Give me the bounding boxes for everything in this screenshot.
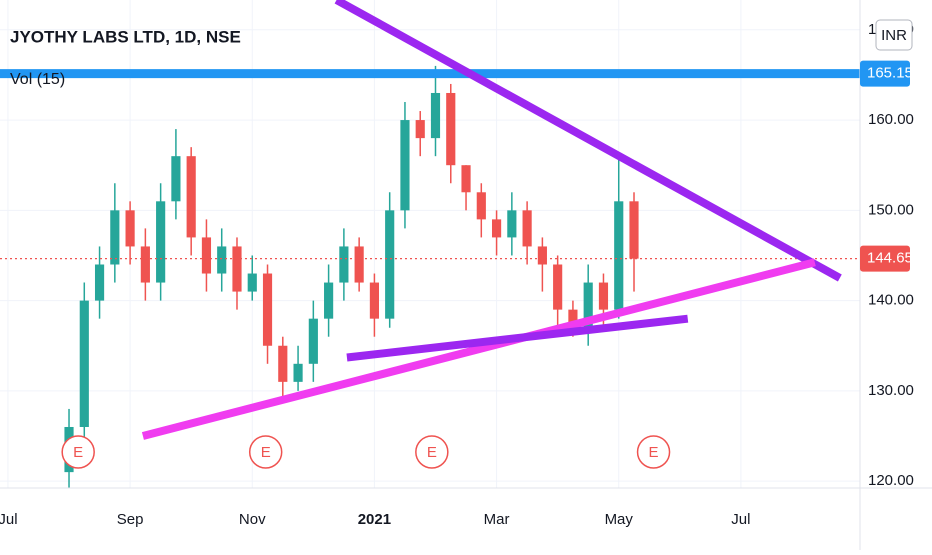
candle-body: [201, 237, 212, 274]
candle-body: [476, 192, 486, 220]
candle-body: [125, 210, 135, 247]
earnings-label: E: [261, 444, 271, 461]
candle-body: [79, 300, 89, 427]
chart-title: JYOTHY LABS LTD, 1D, NSE: [10, 27, 241, 46]
candle-body: [629, 201, 639, 259]
candle-body: [553, 264, 563, 310]
currency[interactable]: INR: [881, 27, 907, 44]
earnings-marker: [636, 435, 671, 469]
candle-body: [262, 273, 273, 346]
y-tick-label: 120.00: [868, 472, 914, 489]
candle-body: [94, 264, 105, 301]
earnings-marker: [61, 435, 95, 469]
trend-line: [334, 0, 842, 282]
earnings-label: E: [427, 444, 437, 461]
x-tick-label: 2021: [358, 511, 391, 528]
trend-line: [141, 258, 816, 440]
price-label-box: [860, 60, 910, 87]
earnings-marker: [415, 435, 449, 469]
candle-body: [140, 246, 150, 283]
candle-body: [400, 120, 410, 211]
earnings-label: E: [649, 444, 659, 461]
earnings-marker: [248, 435, 283, 469]
candle-body: [461, 165, 471, 193]
candle-body: [324, 282, 334, 319]
candle-body: [385, 210, 395, 319]
x-tick-label: Sep: [117, 511, 144, 528]
x-tick-label: Jul: [731, 511, 750, 528]
candle-body: [369, 282, 379, 319]
candle-body: [293, 363, 303, 382]
trend-line: [346, 314, 689, 362]
currency-box[interactable]: [875, 19, 913, 51]
candle-body: [614, 201, 624, 310]
x-tick-label: May: [605, 511, 634, 528]
candle-body: [186, 156, 196, 238]
candle-body: [156, 201, 166, 283]
price-label-box: [860, 245, 910, 272]
candle-body: [247, 273, 257, 292]
candle-body: [446, 92, 456, 166]
candle-body: [507, 210, 517, 238]
x-tick-label: Nov: [239, 511, 266, 528]
candle-body: [339, 246, 349, 283]
candle-body: [522, 210, 532, 247]
x-tick-label: Mar: [484, 511, 510, 528]
candle-body: [430, 92, 441, 139]
candle-body: [491, 219, 502, 238]
candle-body: [415, 120, 425, 139]
y-tick-label: 160.00: [868, 111, 914, 128]
plot-area: [0, 65, 860, 488]
candle-body: [354, 246, 364, 283]
candle-body: [217, 246, 227, 274]
candle-body: [232, 246, 242, 292]
y-tick-label: 150.00: [868, 201, 914, 218]
price-label: 144.65: [867, 250, 913, 267]
price-label: 165.15: [867, 65, 913, 82]
y-tick-label: 130.00: [868, 382, 914, 399]
y-tick-label: 140.00: [868, 292, 914, 309]
grid: [0, 0, 860, 488]
candle-body: [583, 282, 593, 328]
indicator-label: Vol (15): [10, 71, 65, 88]
candle-body: [568, 309, 578, 328]
candle-body: [110, 210, 120, 265]
candle-body: [278, 345, 288, 382]
candle-body: [171, 156, 181, 202]
candle-body: [308, 318, 318, 364]
candle-body: [598, 282, 609, 310]
x-tick-label: Jul: [0, 511, 18, 528]
candle-body: [537, 246, 547, 265]
earnings-label: E: [73, 444, 83, 461]
